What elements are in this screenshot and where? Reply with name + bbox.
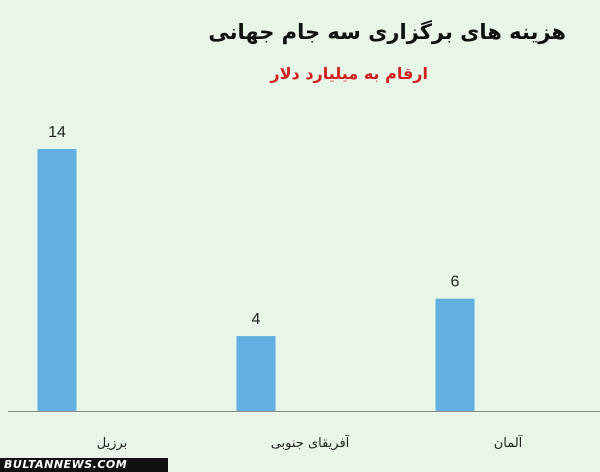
watermark-banner: BULTANNEWS.COM [0, 458, 168, 472]
data-label-1: 4 [252, 311, 261, 328]
category-label-0: برزیل [97, 436, 128, 451]
bar-2 [435, 298, 475, 411]
category-label-2: آلمان [494, 434, 524, 451]
chart-subtitle: ارقام به میلیارد دلار [270, 64, 428, 83]
bar-1 [236, 336, 276, 411]
chart-title: هزینه های برگزاری سه جام جهانی [208, 20, 566, 44]
data-label-0: 14 [48, 124, 66, 141]
bar-0 [37, 149, 77, 411]
data-label-2: 6 [451, 274, 460, 291]
category-label-1: آفریقای جنوبی [271, 434, 351, 451]
